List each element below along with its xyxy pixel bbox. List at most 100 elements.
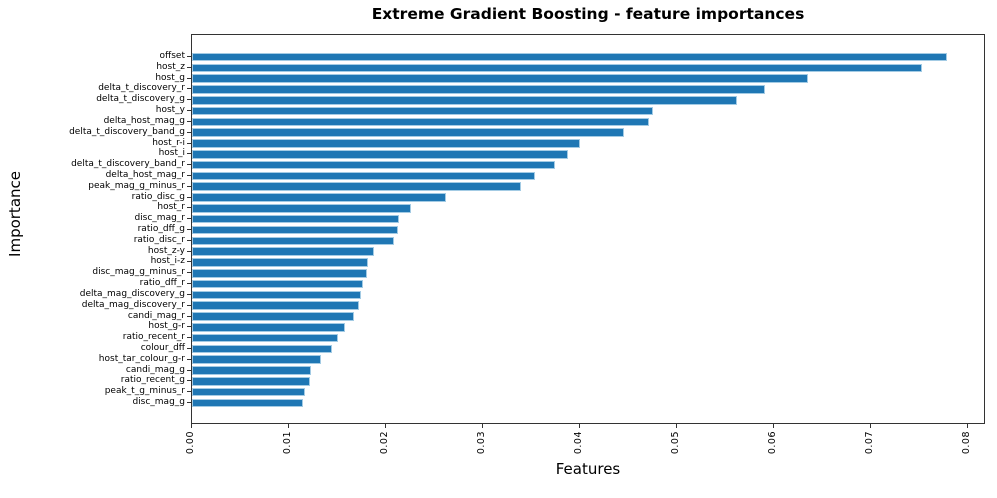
x-tick-label: 0.06 [766,431,778,455]
bar [192,182,521,192]
bar [192,236,394,246]
bar [192,333,339,343]
y-tick-label: delta_t_discovery_band_r [71,159,185,170]
x-tick-mark [384,424,386,428]
y-tick-mark [187,142,191,144]
y-tick-mark [187,250,191,252]
y-tick-mark [187,66,191,68]
bar [192,160,555,170]
y-tick-mark [187,326,191,328]
y-tick-mark [187,369,191,371]
y-tick-label: host_z-y [147,245,185,256]
y-tick-label: host_g-r [148,321,185,332]
y-tick-mark [187,293,191,295]
bar [192,117,649,127]
bar [192,258,369,267]
y-tick-label: ratio_dff_r [139,278,185,289]
y-tick-label: host_z [156,61,185,72]
x-tick-mark [287,424,289,428]
bar [192,214,400,224]
x-tick-label: 0.01 [281,431,293,455]
x-tick-mark [578,424,580,428]
y-tick-mark [187,218,191,220]
y-tick-label: disc_mag_g_minus_r [92,267,185,278]
y-tick-label: offset [159,51,185,61]
y-tick-mark [187,110,191,112]
y-tick-label: host_r [157,202,185,213]
y-tick-label: host_r-i [152,137,185,148]
x-tick-label: 0.07 [863,431,875,455]
y-tick-label: ratio_recent_r [122,332,185,343]
y-tick-label: colour_dff [140,342,185,353]
bar [192,95,737,105]
x-tick-label: 0.03 [475,431,487,455]
bar [192,204,412,213]
x-tick-mark [966,424,968,428]
y-tick-label: ratio_dff_g [137,224,185,234]
x-tick-mark [191,424,192,428]
y-tick-label: host_g [155,72,185,83]
y-tick-mark [187,391,191,393]
y-tick-mark [187,380,191,382]
y-tick-mark [187,272,191,274]
bar [192,74,808,83]
bar [192,85,765,94]
y-tick-label: delta_t_discovery_band_g [69,126,185,137]
y-tick-mark [187,131,191,133]
y-tick-label: delta_host_mag_r [105,169,185,180]
y-tick-mark [187,283,191,285]
y-tick-mark [187,185,191,187]
y-tick-label: peak_t_g_minus_r [104,386,185,397]
bar [192,139,580,148]
y-tick-mark [187,402,191,403]
y-tick-label: delta_t_discovery_r [98,83,185,94]
x-tick-label: 0.00 [185,431,196,455]
y-tick-mark [187,337,191,339]
x-tick-label: 0.08 [960,431,972,455]
x-tick-label: 0.05 [669,431,681,455]
y-tick-label: host_tar_colour_g-r [98,353,185,364]
bar [192,323,346,332]
bar [192,398,304,408]
y-tick-label: peak_mag_g_minus_r [88,180,185,191]
y-tick-mark [187,153,191,155]
y-tick-mark [187,77,191,79]
bar [192,301,359,310]
y-tick-mark [187,120,191,122]
y-tick-label: candi_mag_r [127,310,185,321]
bar [192,344,332,354]
bar [192,63,922,73]
bar [192,52,948,62]
plot-area [191,34,985,424]
bar [192,387,306,397]
bar [192,279,363,289]
bar [192,268,367,278]
x-tick-mark [772,424,774,428]
bar [192,128,625,137]
bar [192,171,536,181]
bar [192,377,311,386]
y-tick-mark [187,56,191,57]
y-tick-label: ratio_recent_g [120,375,185,386]
x-tick-mark [481,424,483,428]
y-tick-mark [187,196,191,198]
y-tick-label: delta_host_mag_g [103,115,185,126]
x-tick-mark [869,424,871,428]
bar [192,366,312,375]
y-tick-label: candi_mag_g [125,364,185,375]
bar [192,355,321,365]
bar [192,247,375,256]
y-tick-mark [187,261,191,263]
y-tick-mark [187,88,191,90]
x-tick-label: 0.04 [572,431,584,455]
y-tick-label: delta_t_discovery_g [96,94,185,105]
y-tick-label: host_i-z [150,256,185,267]
bar [192,290,361,300]
y-tick-mark [187,239,191,241]
y-tick-label: delta_mag_discovery_r [81,299,185,310]
y-tick-label: delta_mag_discovery_g [79,288,185,299]
y-tick-label: disc_mag_g [132,397,185,407]
y-tick-label: host_y [155,105,185,116]
bar [192,312,354,321]
